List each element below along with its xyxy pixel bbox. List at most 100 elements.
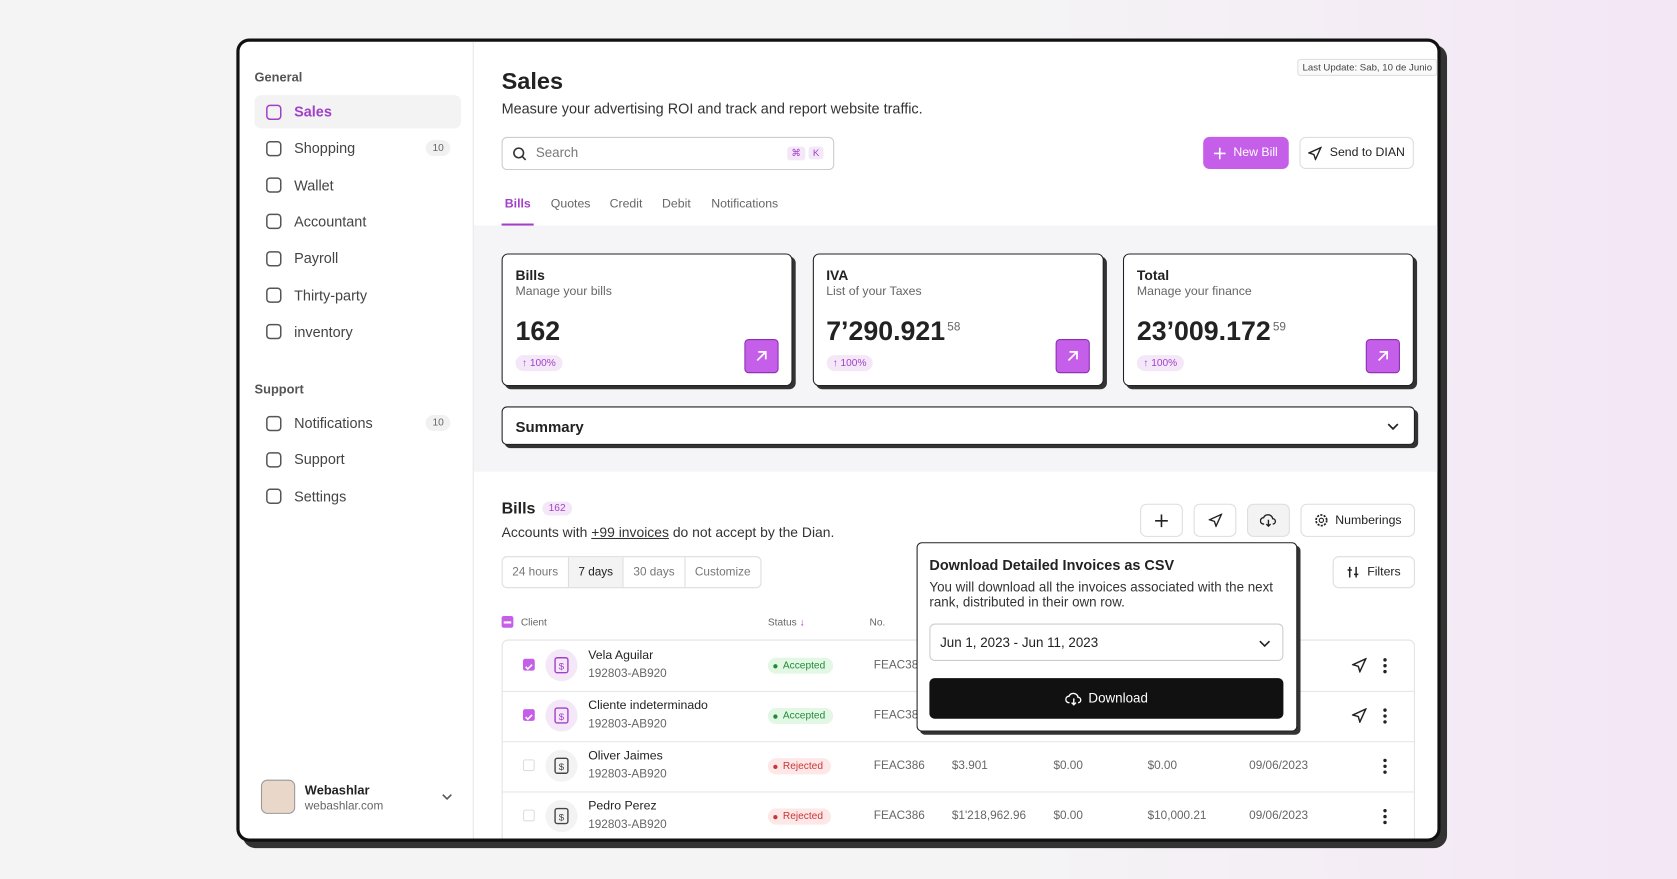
- search-icon: [513, 147, 527, 161]
- range-option[interactable]: 7 days: [568, 557, 624, 588]
- desc-text: do not accept by the Dian.: [672, 524, 835, 541]
- row-checkbox[interactable]: [522, 809, 535, 822]
- date-range-select[interactable]: Jun 1, 2023 - Jun 11, 2023: [929, 623, 1284, 661]
- numberings-button[interactable]: Numberings: [1300, 503, 1415, 537]
- bills-desc: Accounts with +99 invoices do not accept…: [502, 524, 835, 540]
- open-button[interactable]: [1365, 339, 1400, 374]
- cell-date: 09/06/2023: [1249, 809, 1309, 823]
- summary-panel[interactable]: Summary: [501, 406, 1415, 445]
- tab[interactable]: Notifications: [711, 197, 779, 211]
- nav-label: Notifications: [294, 414, 373, 432]
- change-value: 100%: [1151, 357, 1178, 369]
- open-button[interactable]: [744, 339, 779, 374]
- more-action[interactable]: [1382, 758, 1388, 779]
- nav-item[interactable]: Payroll: [255, 242, 461, 275]
- send-action[interactable]: [1350, 707, 1368, 728]
- nav-label: Payroll: [294, 250, 339, 267]
- row-checkbox[interactable]: [522, 759, 535, 772]
- button-label: New Bill: [1233, 146, 1278, 160]
- shortcut-key: ⌘: [787, 146, 806, 161]
- nav-item[interactable]: Support: [255, 443, 461, 476]
- svg-text:$: $: [559, 762, 565, 773]
- nav-item[interactable]: Settings: [255, 480, 461, 513]
- open-button[interactable]: [1055, 339, 1090, 374]
- chevron: [1259, 640, 1271, 648]
- search-placeholder: Search: [535, 145, 579, 161]
- cell-no: FEAC386: [873, 759, 925, 773]
- nav-label: Sales: [294, 103, 332, 120]
- select-all-checkbox[interactable]: [501, 616, 514, 628]
- button-label: Filters: [1367, 565, 1401, 579]
- summary-title: Summary: [515, 418, 584, 436]
- row-checkbox[interactable]: [522, 658, 535, 671]
- cell-id: 192803-AB920: [588, 767, 667, 781]
- nav-label: Support: [294, 451, 345, 468]
- filters-button[interactable]: Filters: [1332, 556, 1415, 589]
- cell-a3: $10,000.21: [1147, 809, 1207, 823]
- card-value: 23’009.172: [1136, 316, 1271, 347]
- tab[interactable]: Credit: [609, 197, 643, 211]
- tab[interactable]: Debit: [662, 197, 691, 211]
- cell-name: Cliente indeterminado: [588, 699, 708, 713]
- add-button[interactable]: [1140, 503, 1183, 537]
- client-icon: $: [545, 749, 578, 782]
- nav-item[interactable]: Sales: [254, 95, 461, 129]
- nav-badge: 10: [426, 414, 451, 432]
- cell-a2: $0.00: [1053, 759, 1083, 773]
- card-decimal: 59: [1272, 320, 1286, 334]
- more-action[interactable]: [1382, 708, 1388, 729]
- change-value: 100%: [840, 357, 867, 369]
- tab[interactable]: Bills: [504, 197, 531, 211]
- range-option[interactable]: Customize: [694, 565, 751, 579]
- card-value-wrap: 23’009.172 59: [1137, 317, 1286, 348]
- cell-name: Vela Aguilar: [588, 649, 654, 663]
- range-option[interactable]: 24 hours: [503, 557, 569, 588]
- send-action[interactable]: [1350, 657, 1368, 678]
- plus-icon: [1155, 513, 1168, 527]
- cell-name: Oliver Jaimes: [588, 749, 663, 763]
- send-icon: [1308, 145, 1323, 160]
- desc-text: Accounts with: [501, 524, 588, 541]
- cell-a3: $0.00: [1147, 759, 1178, 773]
- client-icon: $: [545, 649, 578, 682]
- button-label: Numberings: [1335, 513, 1402, 527]
- plus-icon: [1214, 147, 1226, 159]
- download-button[interactable]: Download: [929, 678, 1284, 719]
- nav-item[interactable]: Wallet: [255, 169, 461, 202]
- nav-item[interactable]: Notifications 10: [255, 406, 461, 439]
- svg-text:$: $: [559, 712, 565, 723]
- svg-text:$: $: [559, 812, 565, 823]
- row-checkbox[interactable]: [522, 709, 535, 721]
- stat-card: IVA List of your Taxes 7’290.921 58 ↑ 100%: [812, 253, 1104, 387]
- card-change: ↑ 100%: [1136, 355, 1184, 372]
- nav-item[interactable]: Accountant: [255, 205, 461, 238]
- desc-link[interactable]: +99 invoices: [591, 524, 669, 541]
- more-action[interactable]: [1382, 808, 1388, 830]
- nav-item[interactable]: Shopping 10: [255, 132, 461, 165]
- range-option[interactable]: 30 days: [624, 557, 686, 588]
- send-icon-button[interactable]: [1193, 503, 1237, 537]
- chevron[interactable]: [442, 792, 453, 801]
- cell-no: FEAC386: [873, 709, 925, 722]
- nav-badge: 10: [426, 140, 451, 157]
- send-button[interactable]: Send to DIAN: [1299, 136, 1414, 169]
- more-action[interactable]: [1382, 658, 1388, 679]
- nav-item[interactable]: inventory: [255, 315, 461, 348]
- nav-label: Shopping: [294, 140, 356, 157]
- client-icon: $: [545, 799, 578, 833]
- popup-text: You will download all the invoices assoc…: [929, 579, 1273, 610]
- nav-item[interactable]: Thirty-party: [255, 279, 461, 312]
- search-box[interactable]: Search ⌘ K: [501, 136, 835, 171]
- section-label: Support: [254, 381, 304, 397]
- cell-a1: $3.901: [951, 759, 988, 773]
- new-bill-button[interactable]: New Bill: [1203, 136, 1289, 169]
- nav-label: Accountant: [294, 213, 367, 230]
- nav-label: Thirty-party: [294, 287, 368, 304]
- cloud-icon: [1064, 692, 1082, 706]
- bills-count: 162: [542, 501, 573, 516]
- download-icon-button[interactable]: [1247, 503, 1290, 537]
- cell-a2: $0.00: [1053, 809, 1083, 823]
- tab[interactable]: Quotes: [550, 197, 591, 211]
